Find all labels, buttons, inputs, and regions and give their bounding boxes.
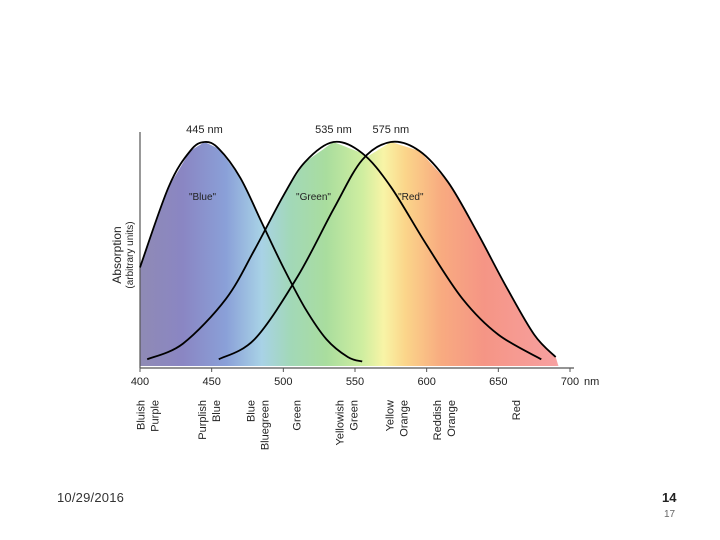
color-band-label: Purplish bbox=[197, 400, 209, 440]
x-tick-label: 500 bbox=[274, 376, 292, 388]
color-band-label: Bluegreen bbox=[260, 400, 272, 450]
color-band-label: Yellowish bbox=[335, 400, 347, 445]
color-band-label: Yellow bbox=[385, 400, 397, 431]
color-band-label: Green bbox=[292, 400, 304, 431]
color-band-label: Green bbox=[349, 400, 361, 431]
footer-slide-number: 17 bbox=[664, 509, 676, 520]
peak-label: 535 nm bbox=[315, 124, 352, 136]
color-band-label: Orange bbox=[399, 400, 411, 437]
y-axis-label: Absorption bbox=[110, 226, 124, 283]
series-name-label: "Green" bbox=[296, 192, 331, 203]
peak-label: 445 nm bbox=[186, 124, 223, 136]
y-axis-sublabel: (arbitrary units) bbox=[125, 221, 136, 288]
color-band-label: Purple bbox=[149, 400, 161, 432]
axes bbox=[139, 132, 574, 372]
color-band-label: Reddish bbox=[432, 400, 444, 440]
color-band-label: Red bbox=[511, 400, 523, 420]
x-tick-label: 600 bbox=[417, 376, 435, 388]
labels: 400 450 500 550 600 650 700 nm Absorption (arbitr… bbox=[110, 124, 599, 450]
peak-label: 575 nm bbox=[372, 124, 409, 136]
color-band-label: Blue bbox=[246, 400, 258, 422]
color-band-label: Bluish bbox=[135, 400, 147, 430]
spectrum-band bbox=[140, 142, 570, 366]
color-band-label: Blue bbox=[211, 400, 223, 422]
footer-page-number: 14 bbox=[662, 490, 677, 505]
series-name-label: "Red" bbox=[398, 192, 424, 203]
curve-1 bbox=[146, 140, 542, 361]
series-name-label: "Blue" bbox=[189, 192, 217, 203]
x-tick-label: 400 bbox=[131, 376, 149, 388]
x-unit-label: nm bbox=[584, 376, 599, 388]
curves bbox=[139, 140, 557, 363]
color-band-label: Orange bbox=[446, 400, 458, 437]
x-tick-label: 550 bbox=[346, 376, 364, 388]
x-tick-label: 450 bbox=[202, 376, 220, 388]
x-tick-label: 700 bbox=[561, 376, 579, 388]
curve-2 bbox=[218, 140, 557, 361]
x-tick-label: 650 bbox=[489, 376, 507, 388]
footer-date: 10/29/2016 bbox=[57, 490, 125, 505]
curve-0 bbox=[139, 141, 363, 363]
